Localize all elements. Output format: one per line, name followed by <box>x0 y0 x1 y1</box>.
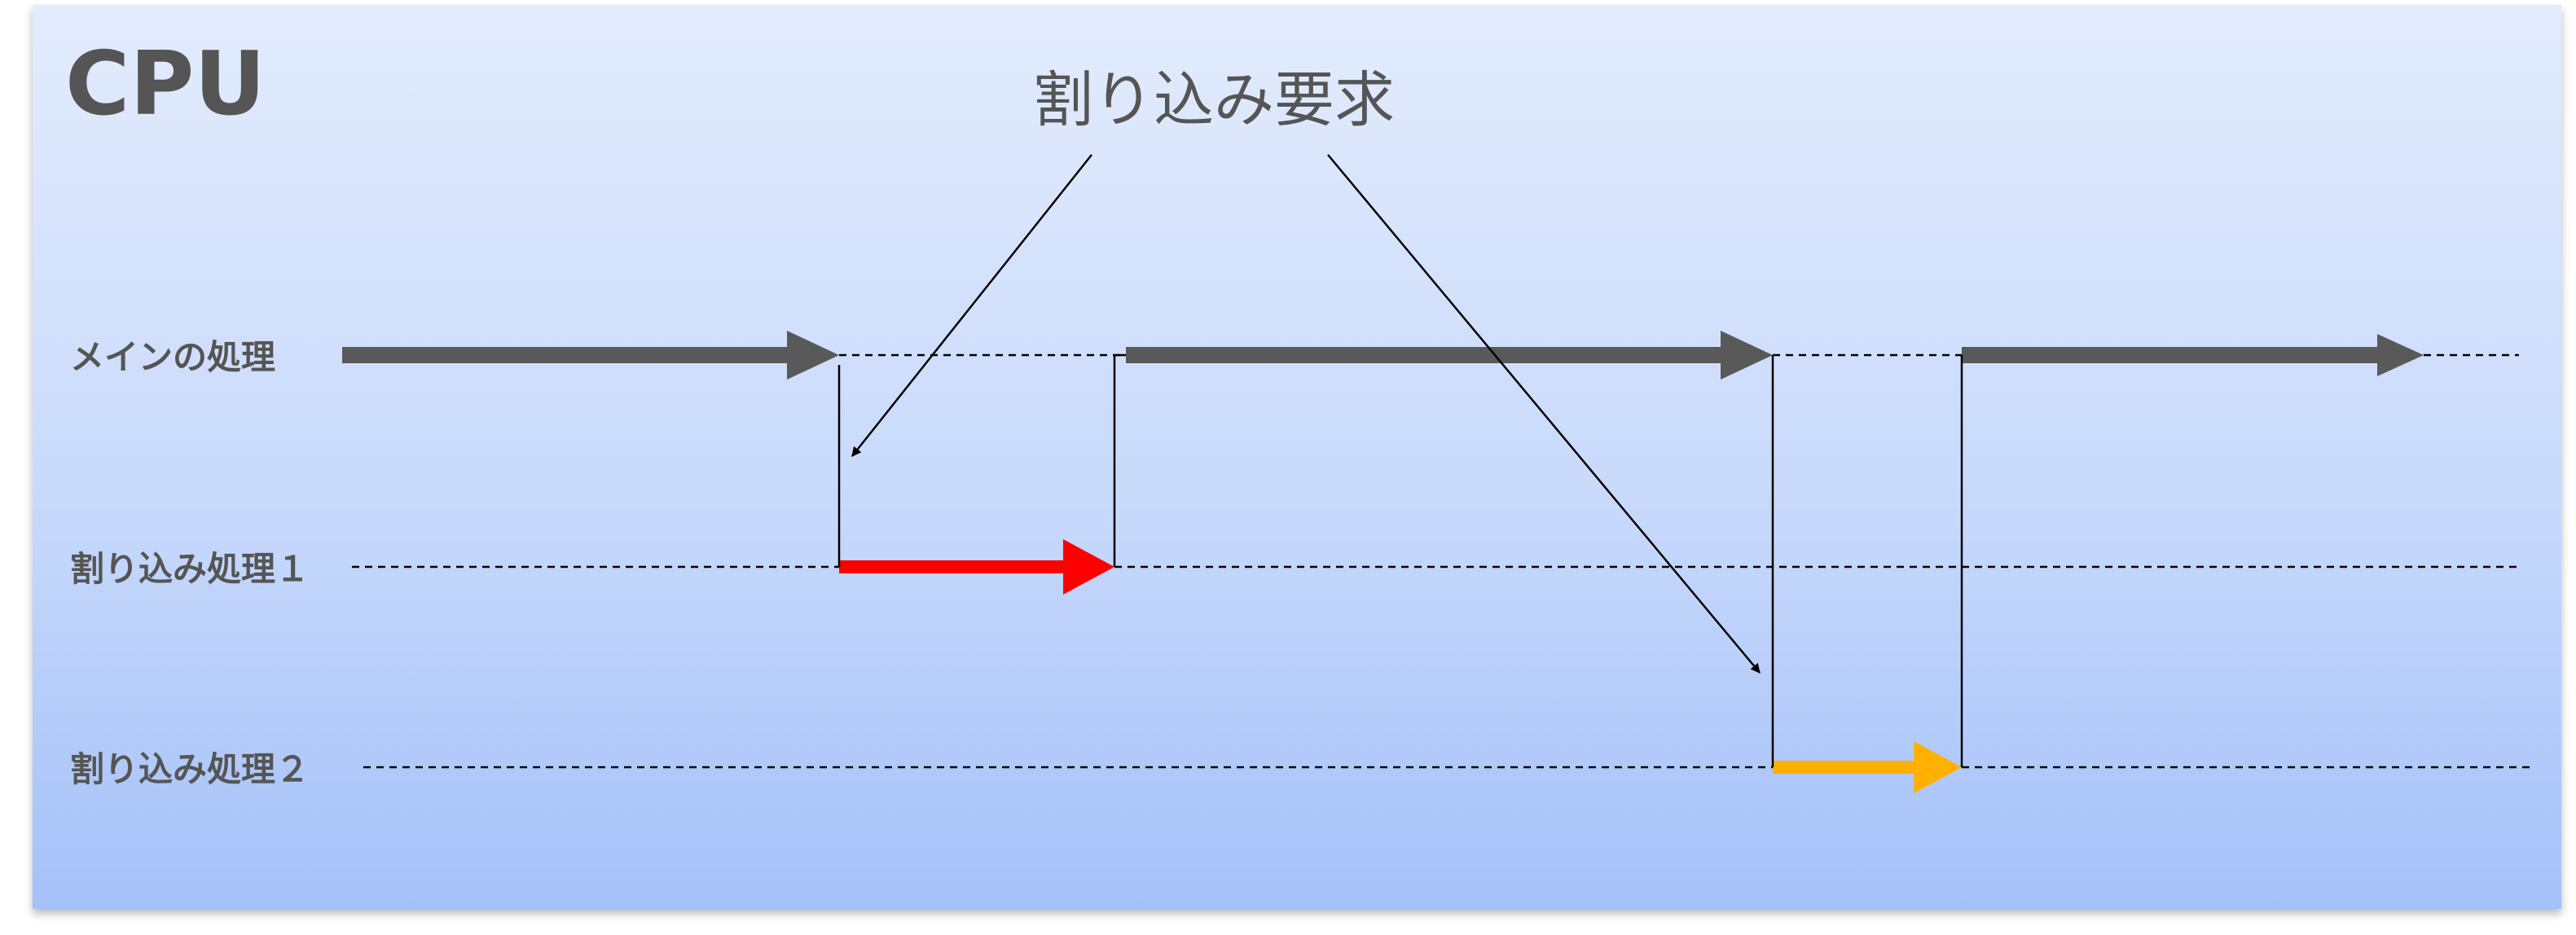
lane-label-interrupt-2: 割り込み処理２ <box>70 749 310 789</box>
interrupt-1-segment <box>839 539 1114 595</box>
diagram-title: CPU <box>65 33 266 135</box>
interrupt-request-callout: 割り込み要求 <box>1033 65 1395 135</box>
main-process-segment <box>1126 331 1773 380</box>
interrupt-request-pointer-2 <box>1327 154 1761 674</box>
main-process-segment <box>1962 334 2424 376</box>
diagram-panel <box>33 5 2561 909</box>
interrupt-2-segment <box>1773 741 1962 793</box>
main-process-segment <box>342 331 839 380</box>
lane-label-interrupt-1: 割り込み処理１ <box>70 549 310 589</box>
interrupt-request-pointer-1 <box>851 154 1092 457</box>
lane-label-main: メインの処理 <box>70 337 276 377</box>
